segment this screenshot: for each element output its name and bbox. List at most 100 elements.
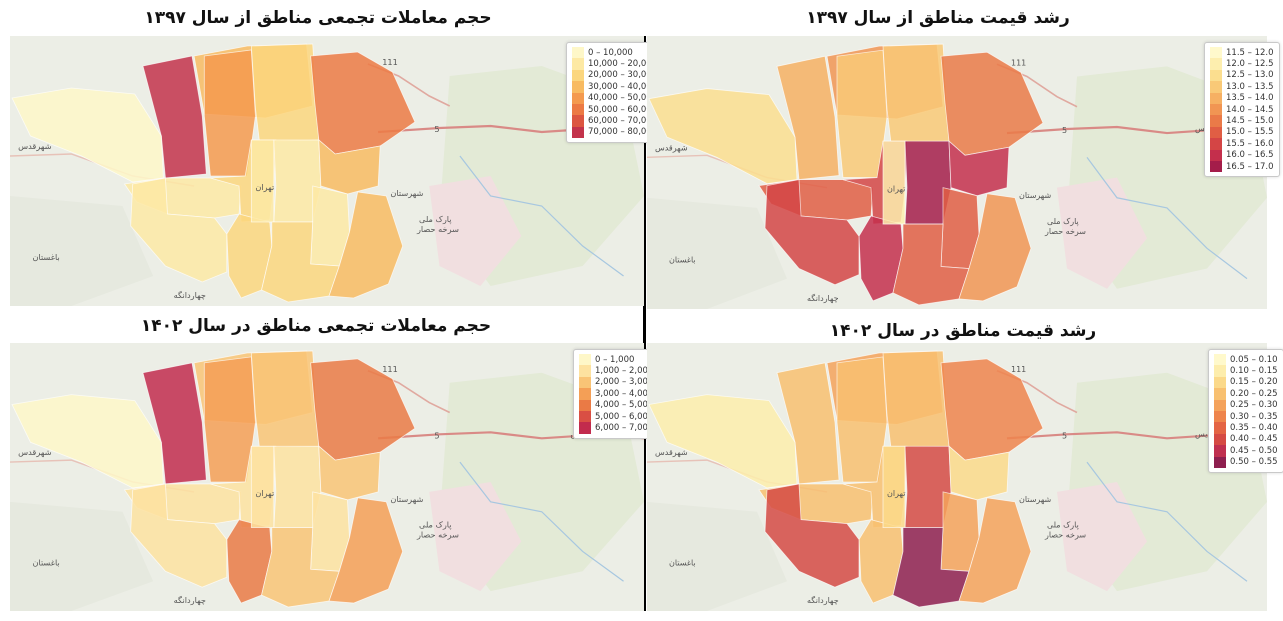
district-r12 (948, 140, 1010, 197)
map-label-road-5: 5 (1062, 431, 1067, 440)
district-r16 (958, 193, 1032, 302)
basemap-svg: شهرقدستهرانشهرستانباغستانچهاردانگهپردیسپ… (10, 36, 644, 306)
map-label-tehran: تهران (255, 182, 274, 192)
river-line (1086, 461, 1248, 582)
legend-label: 3,000 – 4,000 (595, 388, 654, 399)
legend-item: 15.5 – 16.0 (1210, 138, 1274, 150)
district-r16 (328, 191, 404, 299)
legend-label: 0.50 – 0.55 (1230, 457, 1278, 468)
legend-item: 10,000 – 20,000 (572, 58, 658, 70)
basemap-urban-area (647, 501, 787, 611)
map-label-tehran: تهران (887, 489, 905, 498)
legend-swatch (1214, 433, 1226, 446)
legend-item: 5,000 – 6,000 (579, 410, 653, 423)
map-label-road-5: 5 (434, 431, 439, 440)
district-r4 (250, 350, 320, 449)
legend-label: 60,000 – 70,000 (588, 116, 658, 127)
legend-item: 15.0 – 15.5 (1210, 126, 1274, 139)
legend-swatch (579, 354, 591, 366)
legend-label: 70,000 – 80,000 (588, 127, 658, 138)
map-label-shahr-e-qods: شهرقدس (655, 143, 688, 152)
legend-item: 0 – 1,000 (579, 354, 653, 366)
legend-item: 0.50 – 0.55 (1214, 456, 1278, 468)
map-canvas: شهرقدستهرانشهرستانباغستانچهاردانگهپردیسپ… (10, 36, 644, 306)
district-r3 (203, 356, 256, 483)
legend-label: 15.5 – 16.0 (1226, 138, 1274, 149)
legend-swatch (1214, 388, 1226, 400)
legend-label: 30,000 – 40,000 (588, 81, 658, 92)
map-label-sorkheh-hesar: سرخه حصار (1044, 227, 1086, 236)
legend-item: 0 – 10,000 (572, 47, 657, 59)
legend-label: 12.0 – 12.5 (1226, 59, 1274, 70)
legend-item: 16.0 – 16.5 (1210, 149, 1274, 161)
legend-item: 20,000 – 30,000 (572, 69, 657, 82)
map-label-shahrestan: شهرستان (1019, 495, 1052, 504)
legend-item: 13.5 – 14.0 (1210, 92, 1274, 104)
basemap-svg: شهرقدستهرانشهرستانباغستانچهاردانگهپردیسپ… (647, 343, 1267, 611)
legend-label: 14.0 – 14.5 (1226, 104, 1274, 115)
legend-swatch (1214, 422, 1226, 434)
legend-label: 0.15 – 0.20 (1230, 377, 1278, 388)
legend-item: 2,000 – 3,000 (579, 376, 653, 389)
legend-swatch (1214, 456, 1226, 468)
legend-item: 13.0 – 13.5 (1210, 81, 1274, 93)
legend-swatch (1210, 69, 1222, 82)
legend-item: 0.05 – 0.10 (1214, 354, 1278, 366)
legend-label: 15.0 – 15.5 (1226, 127, 1274, 138)
legend-item: 0.30 – 0.35 (1214, 410, 1278, 423)
panel-title: حجم معاملات تجمعی مناطق از سال ۱۳۹۷ (144, 8, 492, 28)
basemap-restricted-area (1057, 481, 1147, 592)
legend-label: 4,000 – 5,000 (595, 400, 654, 411)
legend-swatch (1210, 58, 1222, 70)
legend-swatch (1210, 92, 1222, 104)
district-r14 (764, 179, 860, 286)
basemap-restricted-area (429, 481, 522, 592)
legend-label: 10,000 – 20,000 (588, 59, 658, 70)
district-r12 (318, 139, 381, 195)
map-label-pardis: پردیس (1195, 429, 1218, 438)
legend-swatch (579, 365, 591, 377)
legend-item: 0.35 – 0.40 (1214, 422, 1278, 434)
map-label-chahardangeh: چهاردانگه (174, 290, 206, 300)
map-label-chahardangeh: چهاردانگه (174, 595, 206, 605)
legend-swatch (1214, 410, 1226, 423)
district-r3 (203, 49, 256, 177)
district-r3 (836, 49, 888, 178)
map-label-shahrestan: شهرستان (390, 188, 423, 198)
basemap-urban-area (10, 196, 154, 306)
district-r11 (250, 139, 275, 223)
legend-swatch (1210, 81, 1222, 93)
legend-swatch (572, 92, 584, 104)
map-label-baghestan: باغستان (32, 558, 59, 567)
legend-swatch (1210, 47, 1222, 59)
basemap-restricted-area (429, 176, 522, 286)
legend-label: 0.25 – 0.30 (1230, 400, 1278, 411)
legend-swatch (1210, 126, 1222, 139)
legend-item: 4,000 – 5,000 (579, 399, 654, 411)
map-label-tehran: تهران (255, 489, 274, 498)
legend-label: 0.30 – 0.35 (1230, 411, 1278, 422)
river-line (459, 461, 624, 582)
legend-item: 70,000 – 80,000 (572, 126, 658, 139)
legend-swatch (1210, 149, 1222, 161)
map-label-park-meli: پارک ملی (1047, 217, 1079, 226)
legend-label: 0 – 1,000 (595, 354, 635, 365)
legend-label: 13.5 – 14.0 (1226, 93, 1274, 104)
legend-item: 0.45 – 0.50 (1214, 445, 1278, 457)
legend-label: 0.20 – 0.25 (1230, 388, 1278, 399)
map-label-road-111: 111 (1011, 365, 1026, 374)
legend-label: 12.5 – 13.0 (1226, 70, 1274, 81)
basemap-urban-area (647, 197, 787, 309)
map-label-road-5: 5 (434, 124, 439, 134)
basemap-svg: شهرقدستهرانشهرستانباغستانچهاردانگهپردیسپ… (10, 343, 644, 611)
legend-item: 0.25 – 0.30 (1214, 399, 1278, 411)
district-r14 (764, 483, 860, 588)
panel-title: حجم معاملات تجمعی مناطق در سال ۱۴۰۲ (140, 316, 492, 336)
legend-swatch (1214, 354, 1226, 366)
legend-label: 13.0 – 13.5 (1226, 81, 1274, 92)
district-r11 (882, 445, 906, 529)
legend-label: 14.5 – 15.0 (1226, 116, 1274, 127)
map-label-road-5: 5 (1062, 126, 1067, 135)
basemap-svg: شهرقدستهرانشهرستانباغستانچهاردانگهپردیسپ… (647, 36, 1267, 309)
map-canvas: شهرقدستهرانشهرستانباغستانچهاردانگهپردیسپ… (647, 36, 1267, 309)
